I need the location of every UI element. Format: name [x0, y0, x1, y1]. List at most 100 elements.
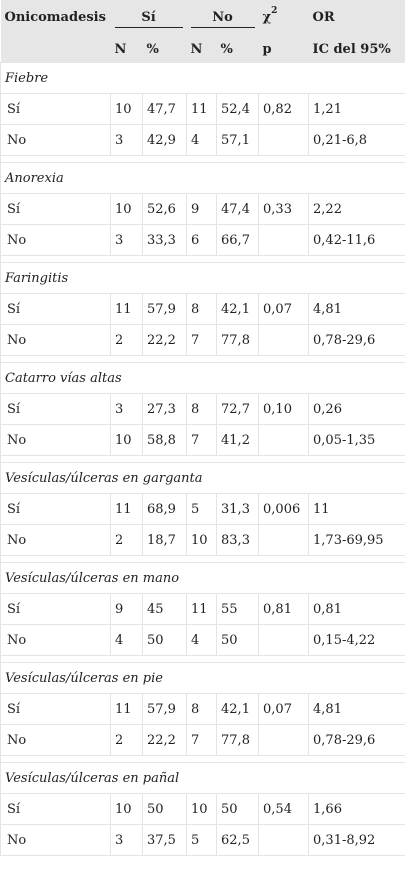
cell-p: 0,82 — [258, 93, 310, 125]
table-row: Sí 10 50 10 50 0,54 1,66 — [0, 793, 405, 825]
row-label: No — [0, 524, 111, 556]
group-spacer — [0, 755, 405, 763]
row-label: No — [0, 824, 111, 856]
spacer-cell — [0, 755, 405, 763]
spacer-cell — [0, 455, 405, 463]
cell-p: 0,006 — [258, 493, 310, 525]
group-spacer — [0, 355, 405, 363]
cell-or: 0,21-6,8 — [308, 124, 405, 156]
table-row: No 3 33,3 6 66,7 0,42-11,6 — [0, 224, 405, 256]
group-title: Anorexia — [0, 162, 405, 194]
row-label: No — [0, 124, 111, 156]
table-row: Sí 3 27,3 8 72,7 0,10 0,26 — [0, 393, 405, 425]
cell-or: 4,81 — [308, 693, 405, 725]
cell-or: 0,81 — [308, 593, 405, 625]
header-si-n: N — [110, 36, 143, 63]
cell-si-pct: 50 — [141, 793, 188, 825]
group-header-row: Anorexia — [0, 162, 405, 194]
cell-no-n: 8 — [186, 393, 218, 425]
group-header-row: Vesículas/úlceras en pie — [0, 662, 405, 694]
spacer-cell — [0, 355, 405, 363]
cell-or: 0,78-29,6 — [308, 724, 405, 756]
cell-si-n: 3 — [110, 124, 143, 156]
cell-si-pct: 50 — [141, 624, 188, 656]
cell-or: 4,81 — [308, 293, 405, 325]
cell-p — [258, 524, 310, 556]
row-label: No — [0, 424, 111, 456]
cell-si-n: 10 — [110, 193, 143, 225]
table-row: Sí 9 45 11 55 0,81 0,81 — [0, 593, 405, 625]
cell-si-pct: 22,2 — [141, 324, 188, 356]
cell-si-n: 10 — [110, 424, 143, 456]
cell-no-pct: 42,1 — [216, 293, 260, 325]
cell-si-pct: 58,8 — [141, 424, 188, 456]
row-label: Sí — [0, 693, 111, 725]
table-row: Sí 11 57,9 8 42,1 0,07 4,81 — [0, 693, 405, 725]
cell-p: 0,07 — [258, 293, 310, 325]
table-row: No 2 22,2 7 77,8 0,78-29,6 — [0, 324, 405, 356]
cell-si-pct: 37,5 — [141, 824, 188, 856]
group-header-row: Vesículas/úlceras en pañal — [0, 762, 405, 794]
cell-si-n: 3 — [110, 224, 143, 256]
cell-p — [258, 324, 310, 356]
group-title: Catarro vías altas — [0, 362, 405, 394]
table-row: Sí 10 47,7 11 52,4 0,82 1,21 — [0, 93, 405, 125]
cell-no-n: 8 — [186, 293, 218, 325]
spacer-cell — [0, 555, 405, 563]
cell-si-pct: 45 — [141, 593, 188, 625]
group-header-row: Catarro vías altas — [0, 362, 405, 394]
table-row: No 2 18,7 10 83,3 1,73-69,95 — [0, 524, 405, 556]
cell-p: 0,10 — [258, 393, 310, 425]
cell-si-n: 11 — [110, 693, 143, 725]
cell-no-pct: 72,7 — [216, 393, 260, 425]
cell-p — [258, 624, 310, 656]
cell-or: 1,21 — [308, 93, 405, 125]
cell-si-n: 4 — [110, 624, 143, 656]
cell-or: 0,78-29,6 — [308, 324, 405, 356]
row-label: Sí — [0, 393, 111, 425]
cell-no-pct: 77,8 — [216, 324, 260, 356]
header-variable-label: Onicomadesis — [0, 0, 111, 36]
cell-si-pct: 18,7 — [141, 524, 188, 556]
row-label: No — [0, 624, 111, 656]
header-no-pct: % — [216, 36, 259, 63]
cell-si-pct: 52,6 — [141, 193, 188, 225]
group-title: Vesículas/úlceras en pañal — [0, 762, 405, 794]
cell-p: 0,33 — [258, 193, 310, 225]
cell-si-n: 2 — [110, 324, 143, 356]
cell-no-pct: 77,8 — [216, 724, 260, 756]
cell-no-n: 7 — [186, 724, 218, 756]
cell-no-n: 5 — [186, 824, 218, 856]
cell-p — [258, 124, 310, 156]
cell-or: 1,73-69,95 — [308, 524, 405, 556]
row-label: No — [0, 324, 111, 356]
cell-or: 1,66 — [308, 793, 405, 825]
group-spacer — [0, 655, 405, 663]
header-group-no: No — [186, 0, 259, 36]
cell-no-n: 4 — [186, 124, 218, 156]
group-header-row: Vesículas/úlceras en garganta — [0, 462, 405, 494]
cell-p: 0,54 — [258, 793, 310, 825]
cell-or: 0,05-1,35 — [308, 424, 405, 456]
group-header-row: Fiebre — [0, 62, 405, 94]
cell-no-n: 5 — [186, 493, 218, 525]
cell-no-n: 10 — [186, 524, 218, 556]
cell-si-n: 2 — [110, 524, 143, 556]
cell-no-n: 11 — [186, 593, 218, 625]
cell-p — [258, 824, 310, 856]
header-no-n: N — [186, 36, 217, 63]
cell-si-n: 10 — [110, 793, 143, 825]
row-label: No — [0, 224, 111, 256]
table-row: Sí 10 52,6 9 47,4 0,33 2,22 — [0, 193, 405, 225]
group-title: Vesículas/úlceras en pie — [0, 662, 405, 694]
table-row: No 3 42,9 4 57,1 0,21-6,8 — [0, 124, 405, 156]
header-ic: IC del 95% — [308, 36, 405, 63]
cell-no-pct: 62,5 — [216, 824, 260, 856]
cell-or: 0,42-11,6 — [308, 224, 405, 256]
cell-si-pct: 42,9 — [141, 124, 188, 156]
group-title: Faringitis — [0, 262, 405, 294]
cell-p: 0,81 — [258, 593, 310, 625]
cell-or: 0,15-4,22 — [308, 624, 405, 656]
table-row: Sí 11 57,9 8 42,1 0,07 4,81 — [0, 293, 405, 325]
group-header-row: Vesículas/úlceras en mano — [0, 562, 405, 594]
